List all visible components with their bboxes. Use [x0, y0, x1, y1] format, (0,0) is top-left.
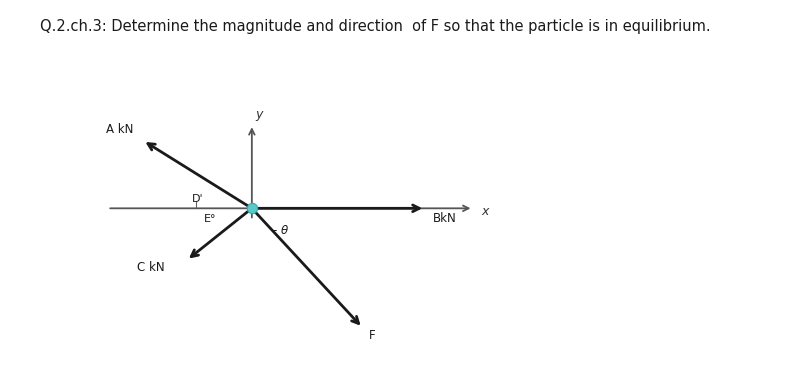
Text: A kN: A kN [106, 123, 134, 136]
Point [246, 205, 258, 211]
Text: y: y [255, 108, 262, 121]
Text: - θ: - θ [273, 223, 288, 237]
Text: D': D' [192, 194, 204, 204]
Text: BkN: BkN [433, 212, 457, 225]
Text: F: F [370, 329, 376, 342]
Text: C kN: C kN [137, 261, 164, 274]
Text: Q.2.ch.3: Determine the magnitude and direction  of F so that the particle is in: Q.2.ch.3: Determine the magnitude and di… [40, 19, 710, 34]
Text: E°: E° [204, 214, 216, 223]
Text: x: x [481, 205, 489, 218]
